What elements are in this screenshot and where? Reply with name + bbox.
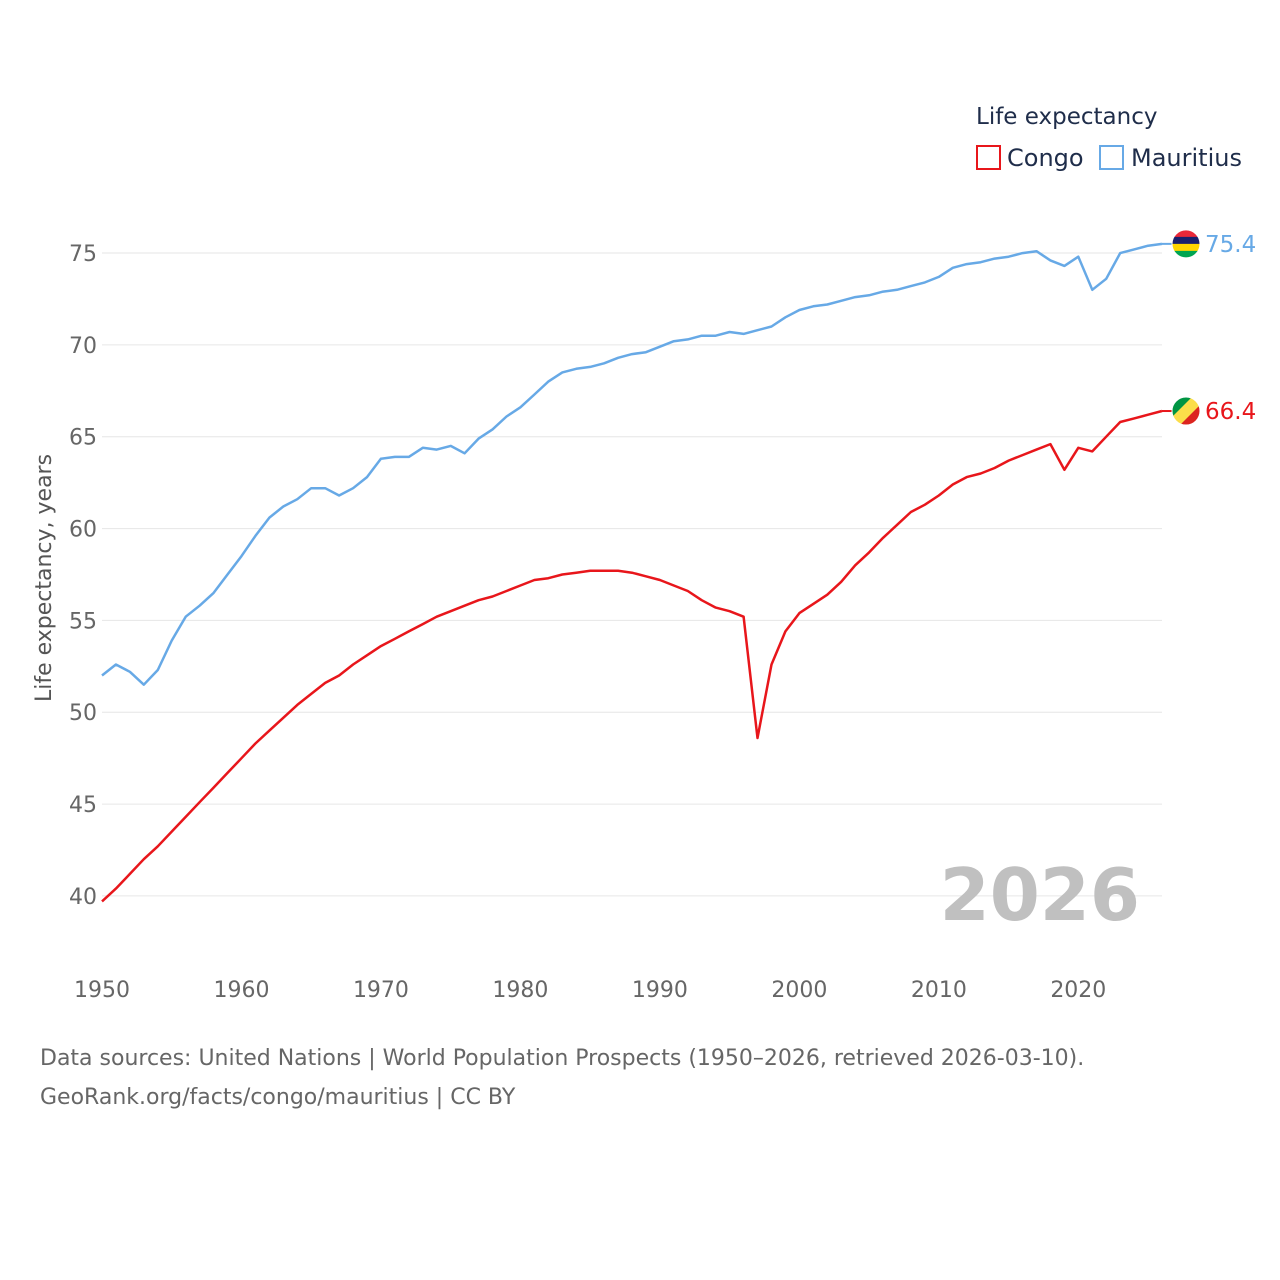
legend-swatch-congo: [976, 145, 1001, 170]
x-tick-label: 1980: [492, 978, 548, 1003]
y-tick-label: 55: [69, 609, 97, 634]
legend-label-congo: Congo: [1007, 144, 1084, 172]
footer-credit-link[interactable]: GeoRank.org/facts/congo/mauritius | CC B…: [40, 1085, 516, 1110]
x-tick-label: 1960: [213, 978, 269, 1003]
x-tick-label: 2020: [1050, 978, 1106, 1003]
series-lines: [101, 242, 1163, 903]
legend-item-congo[interactable]: Congo: [976, 144, 1084, 172]
series-line-mauritius[interactable]: [101, 242, 1163, 686]
end-labels: 66.4 75.4: [1162, 229, 1256, 426]
legend-swatch-mauritius: [1099, 145, 1124, 170]
line-chart: 40 45 50 55 60 65 70 75 1950 1960 1970 1980 1990 200…: [32, 104, 1256, 1003]
legend: Life expectancy Congo Mauritius: [976, 104, 1242, 172]
footer-source-text: Data sources: United Nations | World Pop…: [40, 1046, 1085, 1071]
y-tick-label: 45: [69, 793, 97, 818]
end-value-label-mauritius: 75.4: [1205, 232, 1256, 258]
y-tick-label: 65: [69, 426, 97, 451]
grid-lines: [102, 252, 1162, 897]
congo-flag-icon: [1171, 396, 1201, 426]
x-tick-label: 1990: [632, 978, 688, 1003]
current-year-watermark: 2026: [940, 853, 1140, 937]
series-line-congo[interactable]: [101, 409, 1163, 903]
end-value-label-congo: 66.4: [1205, 399, 1256, 425]
x-tick-label: 2000: [771, 978, 827, 1003]
legend-title: Life expectancy: [976, 104, 1157, 130]
y-tick-label: 40: [69, 885, 97, 910]
x-axis-ticks: 1950 1960 1970 1980 1990 2000 2010 2020: [74, 978, 1106, 1003]
x-tick-label: 1950: [74, 978, 130, 1003]
x-tick-label: 1970: [353, 978, 409, 1003]
y-tick-label: 70: [69, 334, 97, 359]
y-tick-label: 50: [69, 701, 97, 726]
y-axis-ticks: 40 45 50 55 60 65 70 75: [69, 242, 97, 910]
legend-item-mauritius[interactable]: Mauritius: [1099, 144, 1242, 172]
mauritius-flag-icon: [1171, 229, 1201, 259]
y-axis-title: Life expectancy, years: [32, 454, 57, 702]
x-tick-label: 2010: [911, 978, 967, 1003]
y-tick-label: 75: [69, 242, 97, 267]
legend-label-mauritius: Mauritius: [1131, 144, 1242, 172]
y-tick-label: 60: [69, 518, 97, 543]
